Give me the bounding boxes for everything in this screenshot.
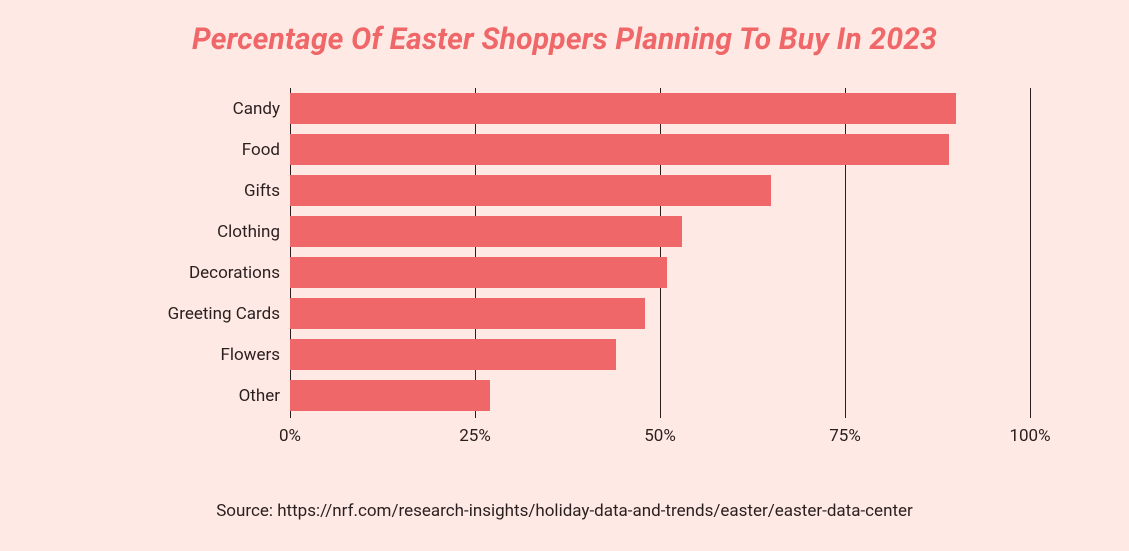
category-label: Clothing bbox=[180, 211, 290, 252]
bar bbox=[290, 339, 616, 370]
category-label-text: Other bbox=[239, 386, 280, 406]
x-axis-tick: 100% bbox=[1009, 426, 1050, 446]
category-label: Flowers bbox=[180, 334, 290, 375]
x-axis-tick: 50% bbox=[644, 426, 676, 446]
category-label: Food bbox=[180, 129, 290, 170]
chart-title: Percentage Of Easter Shoppers Planning T… bbox=[0, 22, 1129, 57]
x-axis-tick: 75% bbox=[829, 426, 861, 446]
bar bbox=[290, 93, 956, 124]
category-label-text: Food bbox=[242, 140, 280, 160]
category-label-text: Candy bbox=[233, 99, 280, 119]
bar bbox=[290, 216, 682, 247]
bar bbox=[290, 257, 667, 288]
category-label-text: Flowers bbox=[220, 345, 280, 365]
bar-chart: Candy Food Gifts Clothing Decorations Greetin… bbox=[180, 88, 1030, 458]
category-label: Decorations bbox=[180, 252, 290, 293]
bar bbox=[290, 298, 645, 329]
category-label-text: Greeting Cards bbox=[168, 304, 280, 324]
category-label: Gifts bbox=[180, 170, 290, 211]
gridline bbox=[1030, 88, 1031, 418]
category-label: Candy bbox=[180, 88, 290, 129]
category-label-text: Gifts bbox=[244, 181, 280, 201]
category-label: Greeting Cards bbox=[180, 293, 290, 334]
source-text: Source: https://nrf.com/research-insight… bbox=[0, 501, 1129, 521]
category-label-text: Decorations bbox=[189, 263, 280, 283]
bar bbox=[290, 380, 490, 411]
category-label-text: Clothing bbox=[217, 222, 280, 242]
bar bbox=[290, 134, 949, 165]
category-label: Other bbox=[180, 375, 290, 416]
bar bbox=[290, 175, 771, 206]
x-axis-tick: 25% bbox=[459, 426, 491, 446]
x-axis-tick: 0% bbox=[279, 426, 301, 446]
